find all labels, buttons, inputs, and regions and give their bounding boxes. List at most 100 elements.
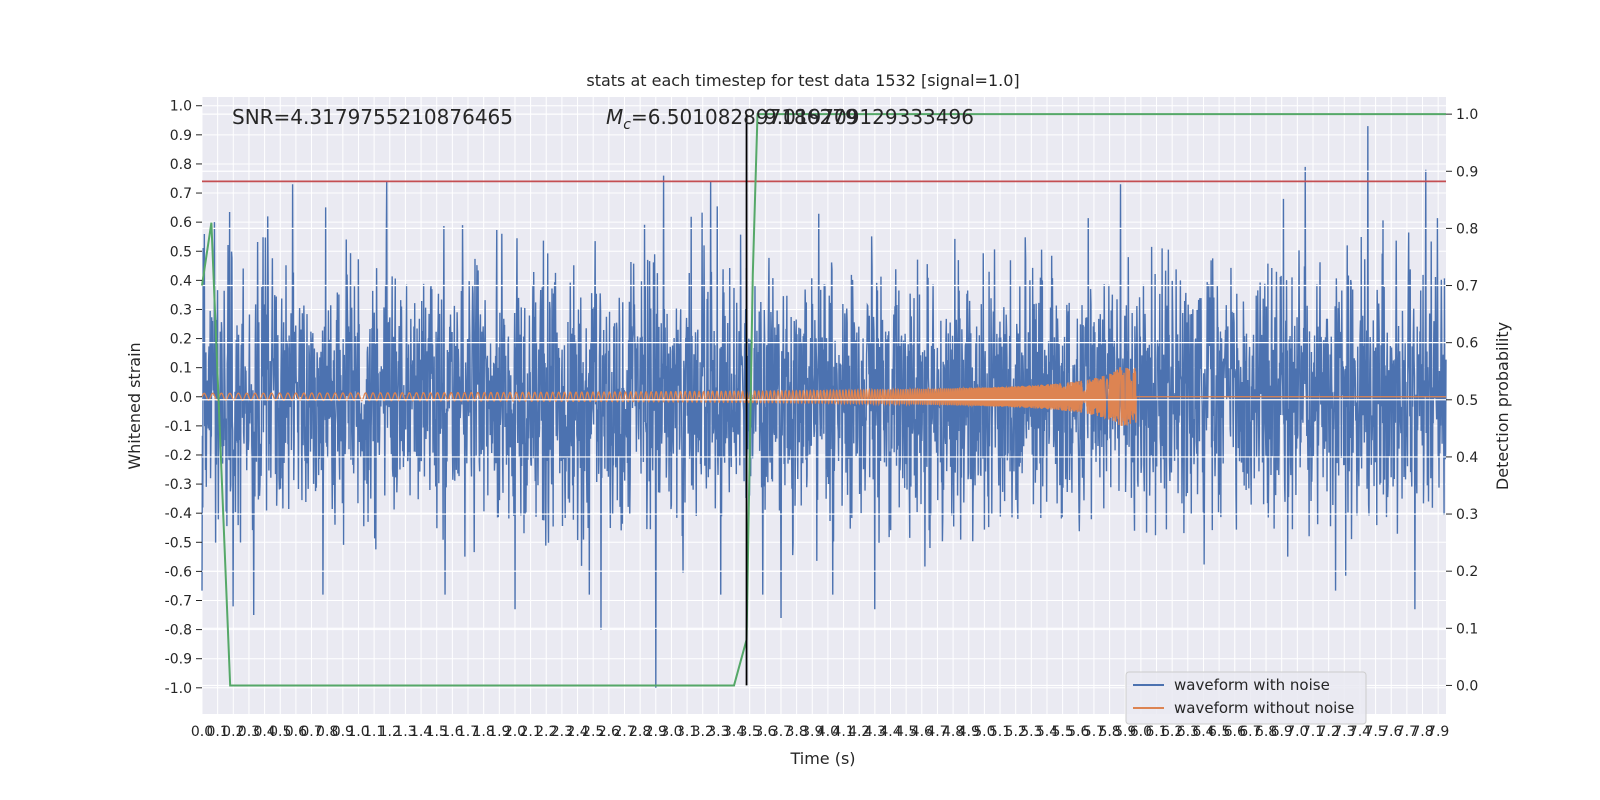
mc-symbol: M bbox=[606, 105, 623, 129]
x-tick-label: 0.0 bbox=[191, 724, 213, 740]
x-tick-label: 1.1 bbox=[363, 724, 385, 740]
x-tick-label: 7.0 bbox=[1286, 724, 1308, 740]
x-tick-label: 3.5 bbox=[739, 724, 761, 740]
chart-title: stats at each timestep for test data 153… bbox=[586, 71, 1019, 90]
snr-annotation: SNR=4.3179755210876465 bbox=[232, 105, 513, 129]
y-left-tick-label: -0.9 bbox=[165, 652, 192, 668]
y-left-tick-labels: 1.0 0.9 0.8 0.7 0.6 0.5 0.4 0.3 0.2 0.1 0.0 -0.1 -0.… bbox=[165, 99, 202, 697]
y-left-tick-label: 0.0 bbox=[170, 390, 192, 406]
x-axis-label: Time (s) bbox=[789, 749, 855, 768]
x-tick-label: 2.9 bbox=[645, 724, 667, 740]
mc-subscript: c bbox=[623, 117, 631, 133]
y-right-tick-label: 0.5 bbox=[1456, 393, 1478, 409]
x-tick-label: 3.9 bbox=[801, 724, 823, 740]
x-tick-label: 4.6 bbox=[911, 724, 933, 740]
x-tick-label: 7.3 bbox=[1333, 724, 1355, 740]
legend-label-noise: waveform with noise bbox=[1174, 676, 1330, 694]
x-tick-label: 6.9 bbox=[1271, 724, 1293, 740]
x-tick-label: 7.2 bbox=[1318, 724, 1340, 740]
x-tick-label: 0.1 bbox=[207, 724, 229, 740]
x-tick-label: 6.1 bbox=[1145, 724, 1167, 740]
x-tick-label: 5.1 bbox=[989, 724, 1011, 740]
x-tick-label: 1.8 bbox=[473, 724, 495, 740]
x-tick-label: 0.7 bbox=[300, 724, 322, 740]
x-tick-label: 2.7 bbox=[613, 724, 635, 740]
noise-trace bbox=[201, 126, 1447, 688]
x-tick-label: 7.1 bbox=[1302, 724, 1324, 740]
x-tick-label: 2.1 bbox=[519, 724, 541, 740]
x-tick-label: 5.5 bbox=[1051, 724, 1073, 740]
x-tick-label: 0.8 bbox=[316, 724, 338, 740]
mc-annotation: Mc=6.501082897186279 bbox=[606, 105, 858, 133]
y-left-tick-label: 0.9 bbox=[170, 128, 192, 144]
y-left-tick-label: -0.7 bbox=[165, 593, 192, 609]
x-tick-label: 7.5 bbox=[1364, 724, 1386, 740]
x-tick-label: 1.2 bbox=[379, 724, 401, 740]
x-tick-label: 2.3 bbox=[551, 724, 573, 740]
x-tick-label: 0.9 bbox=[332, 724, 354, 740]
x-tick-label: 0.5 bbox=[269, 724, 291, 740]
y-left-axis-label: Whitened strain bbox=[125, 342, 144, 469]
y-right-tick-label: 0.1 bbox=[1456, 621, 1478, 637]
y-left-tick-label: 0.4 bbox=[170, 273, 192, 289]
x-tick-label: 0.2 bbox=[222, 724, 244, 740]
x-tick-label: 7.6 bbox=[1380, 724, 1402, 740]
x-tick-label: 5.2 bbox=[1005, 724, 1027, 740]
y-left-tick-label: -0.1 bbox=[165, 419, 192, 435]
mc-value: =6.501082897186279 bbox=[631, 105, 858, 129]
series-waveform-with-noise bbox=[201, 126, 1447, 688]
x-tick-label: 2.6 bbox=[598, 724, 620, 740]
x-tick-label: 6.7 bbox=[1239, 724, 1261, 740]
x-tick-label: 4.5 bbox=[895, 724, 917, 740]
x-tick-label: 3.1 bbox=[676, 724, 698, 740]
x-tick-label: 6.2 bbox=[1161, 724, 1183, 740]
x-tick-label: 4.7 bbox=[926, 724, 948, 740]
x-tick-label: 7.4 bbox=[1349, 724, 1371, 740]
y-left-tick-label: -0.5 bbox=[165, 535, 192, 551]
x-tick-label: 2.4 bbox=[566, 724, 588, 740]
x-tick-label: 4.8 bbox=[942, 724, 964, 740]
x-tick-label: 1.0 bbox=[347, 724, 369, 740]
probability-trace bbox=[201, 113, 1446, 687]
y-left-tick-label: -0.2 bbox=[165, 448, 192, 464]
x-tick-label: 6.4 bbox=[1192, 724, 1214, 740]
x-tick-label: 4.4 bbox=[879, 724, 901, 740]
x-tick-label: 5.6 bbox=[1067, 724, 1089, 740]
y-right-tick-label: 0.8 bbox=[1456, 221, 1478, 237]
legend-box bbox=[1125, 671, 1367, 725]
x-tick-label: 1.5 bbox=[426, 724, 448, 740]
x-tick-label: 3.3 bbox=[707, 724, 729, 740]
y-right-tick-label: 0.0 bbox=[1456, 678, 1478, 694]
x-tick-label: 5.4 bbox=[1036, 724, 1058, 740]
y-right-tick-label: 1.0 bbox=[1456, 107, 1478, 123]
x-tick-label: 1.4 bbox=[410, 724, 432, 740]
x-tick-label: 7.9 bbox=[1427, 724, 1449, 740]
x-tick-label: 3.6 bbox=[754, 724, 776, 740]
x-tick-label: 5.0 bbox=[973, 724, 995, 740]
x-tick-label: 5.7 bbox=[1083, 724, 1105, 740]
x-tick-label: 0.4 bbox=[253, 724, 275, 740]
x-tick-label: 4.1 bbox=[832, 724, 854, 740]
x-tick-label: 3.2 bbox=[692, 724, 714, 740]
y-left-tick-label: 0.1 bbox=[170, 361, 192, 377]
x-tick-label: 1.6 bbox=[441, 724, 463, 740]
x-tick-label: 3.0 bbox=[660, 724, 682, 740]
x-tick-label: 5.3 bbox=[1020, 724, 1042, 740]
y-left-tick-label: 0.8 bbox=[170, 157, 192, 173]
x-tick-labels: 0.00.10.20.30.40.50.60.70.80.91.01.11.21… bbox=[191, 724, 1449, 740]
y-left-tick-label: -0.3 bbox=[165, 477, 192, 493]
x-tick-label: 0.3 bbox=[238, 724, 260, 740]
x-tick-label: 5.9 bbox=[1114, 724, 1136, 740]
y-right-tick-label: 0.2 bbox=[1456, 564, 1478, 580]
y-right-tick-label: 0.4 bbox=[1456, 450, 1478, 466]
y-right-tick-labels: 1.0 0.9 0.8 0.7 0.6 0.5 0.4 0.3 0.2 0.1 0.0 bbox=[1446, 107, 1478, 694]
x-tick-label: 6.6 bbox=[1224, 724, 1246, 740]
x-tick-label: 7.7 bbox=[1396, 724, 1418, 740]
y-left-tick-label: -0.4 bbox=[165, 506, 192, 522]
x-tick-label: 3.8 bbox=[785, 724, 807, 740]
x-tick-label: 5.8 bbox=[1098, 724, 1120, 740]
x-tick-label: 4.3 bbox=[864, 724, 886, 740]
y-left-tick-label: -0.6 bbox=[165, 564, 192, 580]
series-detection-probability bbox=[201, 113, 1446, 687]
